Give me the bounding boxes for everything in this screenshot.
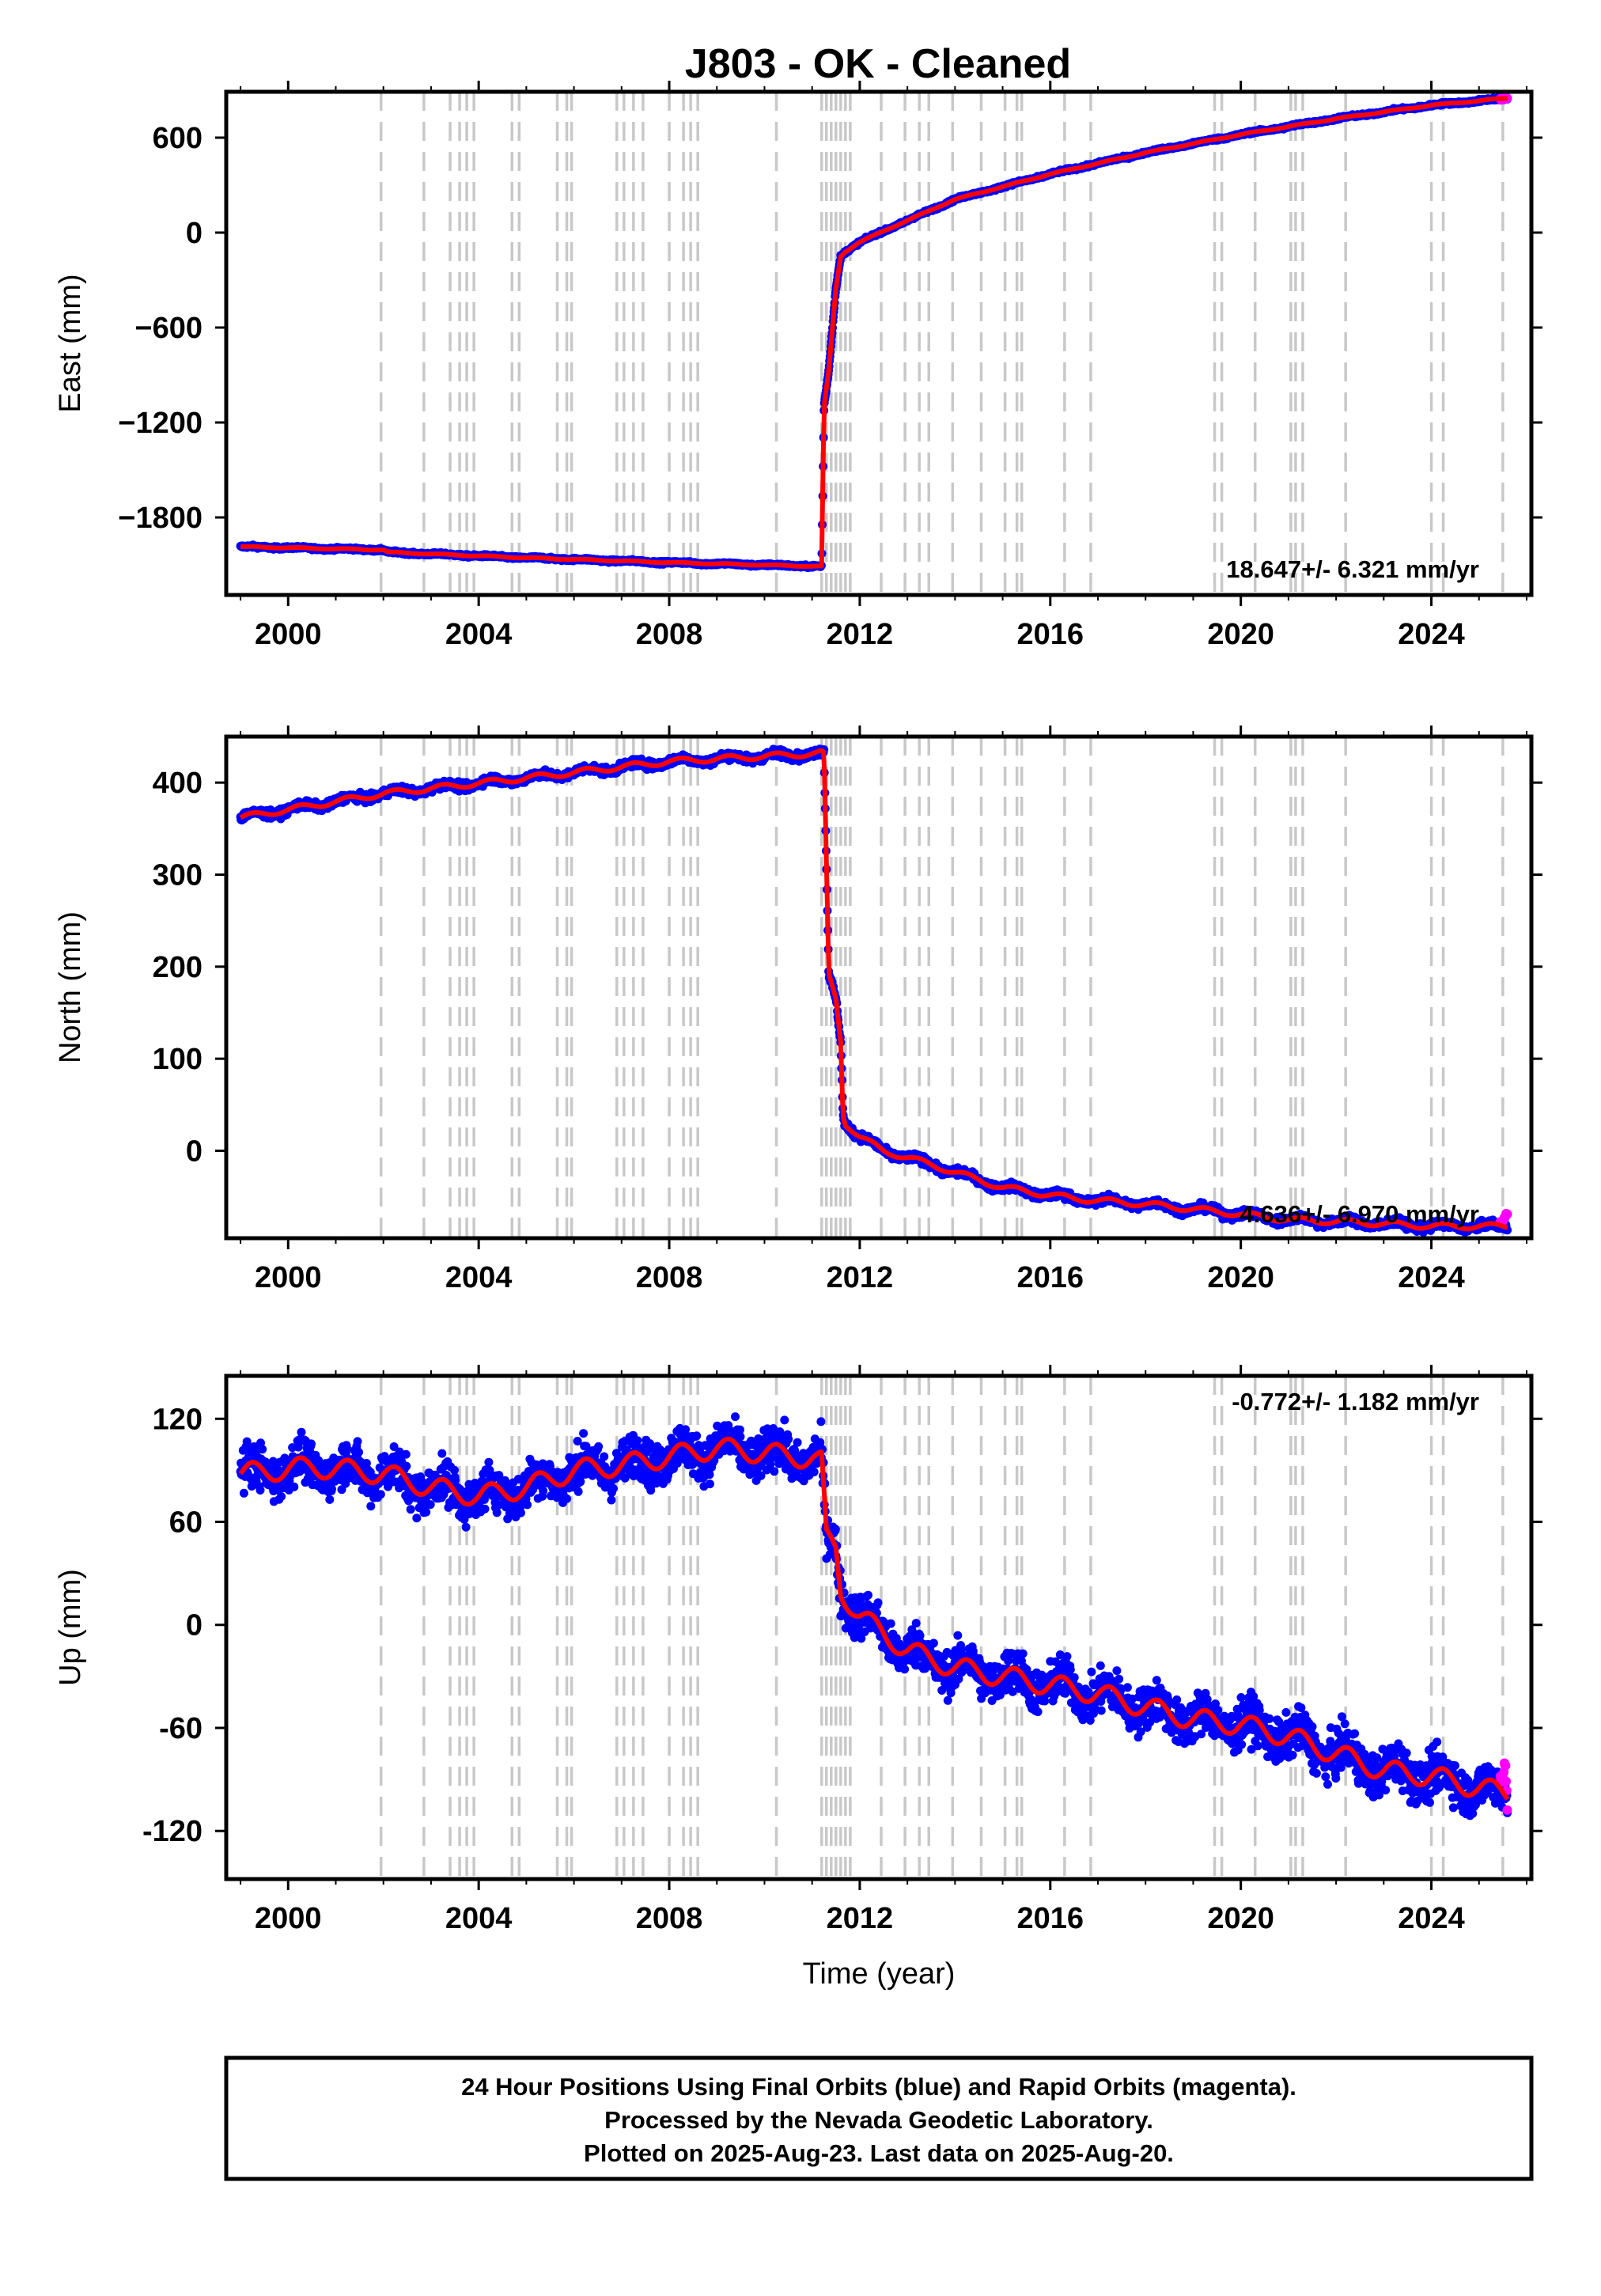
event-lines [379, 737, 1504, 1238]
y-tick-label: 0 [186, 217, 202, 250]
y-tick-label: 600 [153, 122, 202, 155]
y-tick-label: −1800 [118, 502, 202, 535]
final-orbit-points [236, 744, 1512, 1237]
chart-title: J803 - OK - Cleaned [685, 41, 1071, 87]
plot-area [236, 744, 1512, 1237]
x-tick-label: 2004 [445, 618, 513, 651]
velocity-label: 18.647+/- 6.321 mm/yr [1226, 555, 1479, 583]
x-tick-label: 2020 [1207, 618, 1274, 651]
y-axis-label: East (mm) [54, 274, 87, 412]
x-tick-label: 2016 [1017, 618, 1084, 651]
final-orbit-points [236, 93, 1512, 572]
x-tick-label: 2024 [1398, 618, 1465, 651]
y-tick-label: −1200 [118, 407, 202, 440]
event-lines [379, 92, 1504, 595]
plot-area [236, 93, 1512, 572]
plot-frame [224, 89, 1534, 597]
east-panel: 2000 2004 2008 2012 2016 2020 2024 600 0 −600 −120… [54, 81, 1542, 651]
y-tick-label: −600 [134, 312, 202, 345]
x-tick-label: 2008 [636, 618, 703, 651]
model-line [239, 96, 1509, 569]
x-tick-label: 2012 [827, 618, 894, 651]
north-panel: 2000 2004 2008 2012 2016 2020 2024400300200100… [54, 726, 1542, 1294]
x-tick-label: 2000 [255, 618, 322, 651]
